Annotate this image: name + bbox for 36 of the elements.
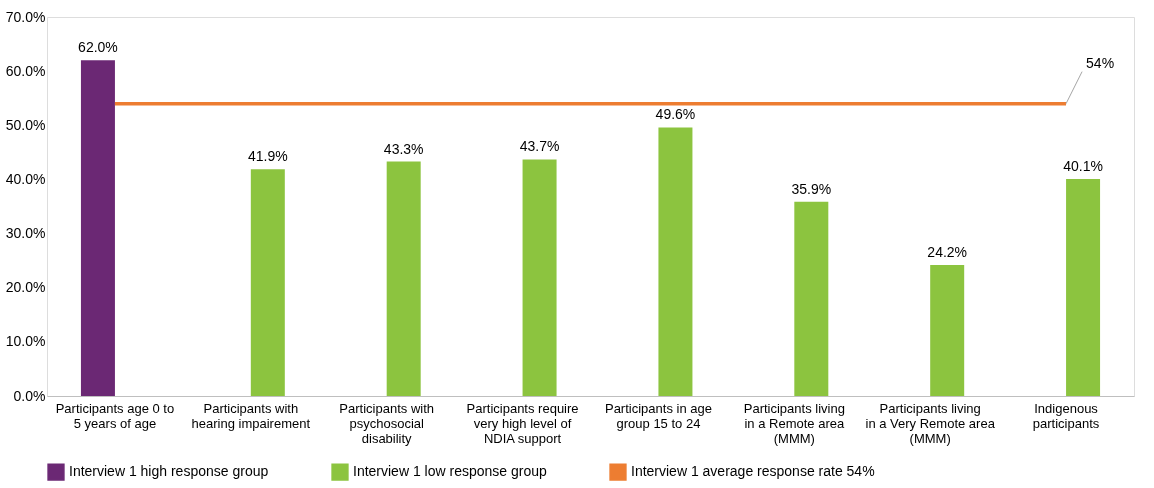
x-tick-label: Participants require very high level of NDIA support (466, 400, 579, 446)
data-label: 41.9% (247, 148, 288, 165)
bar (930, 264, 965, 396)
data-label: 49.6% (655, 106, 696, 123)
data-label: 40.1% (1063, 157, 1103, 174)
data-label: 35.9% (791, 180, 832, 197)
y-tick-label: 20.0% (5, 279, 46, 296)
bar (1066, 178, 1101, 396)
y-tick-label: 50.0% (5, 116, 46, 133)
x-tick-label: Participants living in a Very Remote area (MMM) (865, 400, 996, 446)
data-label: 43.3% (383, 140, 424, 157)
y-tick-label: 70.0% (5, 8, 46, 25)
y-tick-label: 40.0% (5, 170, 46, 187)
y-tick-label: 60.0% (5, 62, 46, 79)
bar (386, 161, 421, 396)
data-label: 43.7% (519, 138, 560, 155)
y-tick-label: 0.0% (13, 387, 46, 404)
legend-label: Interview 1 low response group (353, 463, 547, 480)
x-tick-label: Indigenous participants (1032, 400, 1100, 431)
x-tick-label: Participants with hearing impairement (191, 400, 311, 431)
y-tick-label: 30.0% (5, 225, 46, 242)
x-tick-label: Participants age 0 to 5 years of age (55, 400, 175, 431)
y-tick-label: 10.0% (5, 333, 46, 350)
x-tick-label: Participants living in a Remote area (MMM) (743, 400, 845, 446)
bar (80, 60, 115, 396)
bar (794, 201, 829, 396)
bar (250, 169, 285, 396)
annotation: 54% (1086, 54, 1115, 71)
bar (522, 159, 557, 396)
x-tick-label: Participants in age group 15 to 24 (604, 400, 712, 431)
data-label: 24.2% (927, 243, 968, 260)
legend-label: Interview 1 average response rate 54% (631, 463, 875, 480)
bar (658, 127, 693, 396)
data-label: 62.0% (78, 39, 118, 56)
legend-label: Interview 1 high response group (69, 463, 269, 480)
x-tick-label: Participants with psychosocial disability (339, 400, 435, 446)
